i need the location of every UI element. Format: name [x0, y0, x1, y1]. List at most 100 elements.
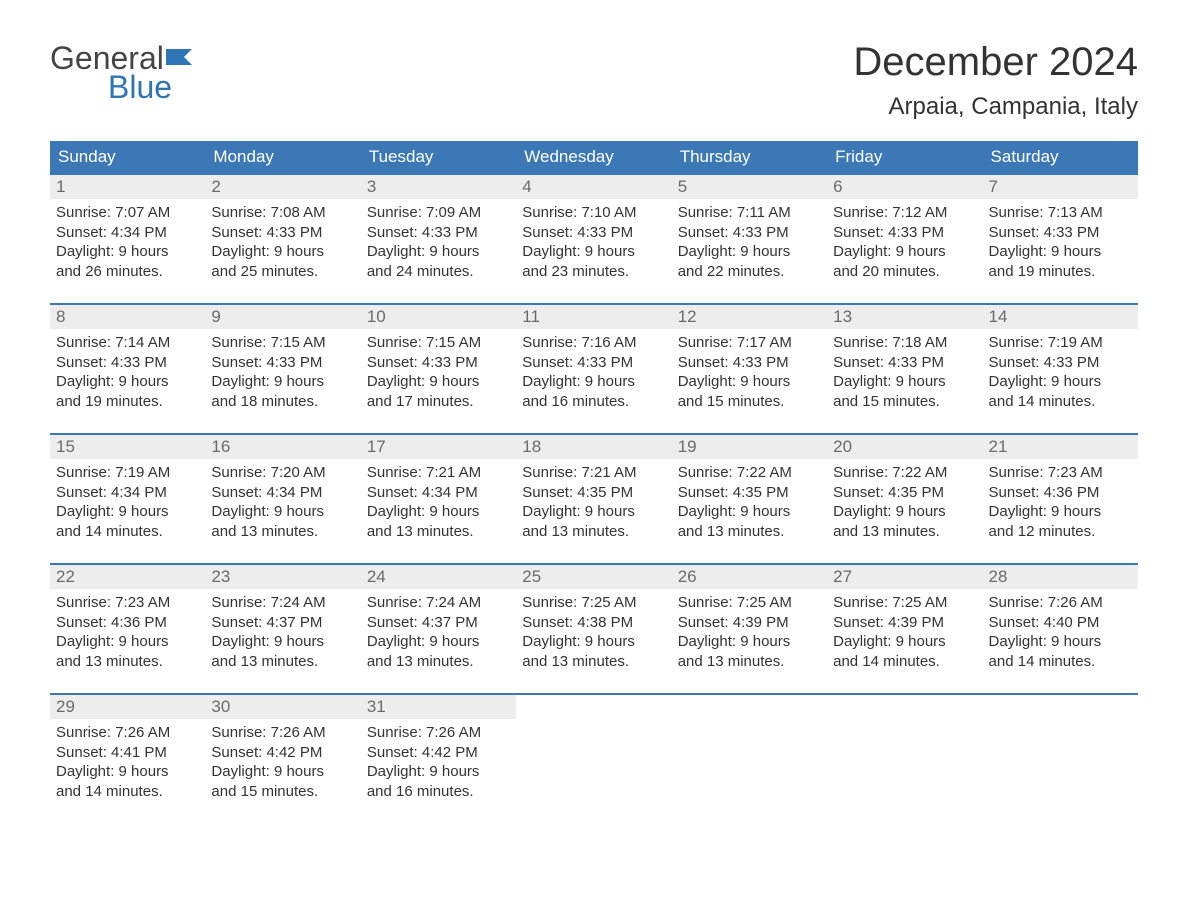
- day-header-tuesday: Tuesday: [361, 141, 516, 173]
- day-day2: and 26 minutes.: [56, 262, 199, 282]
- day-number: 17: [361, 435, 516, 459]
- day-day1: Daylight: 9 hours: [56, 632, 199, 652]
- day-sunset: Sunset: 4:33 PM: [833, 223, 976, 243]
- day-body: Sunrise: 7:21 AMSunset: 4:34 PMDaylight:…: [361, 459, 516, 543]
- day-header-row: Sunday Monday Tuesday Wednesday Thursday…: [50, 141, 1138, 173]
- title-block: December 2024 Arpaia, Campania, Italy: [853, 40, 1138, 121]
- day-sunset: Sunset: 4:33 PM: [367, 223, 510, 243]
- day-day2: and 22 minutes.: [678, 262, 821, 282]
- day-body: Sunrise: 7:09 AMSunset: 4:33 PMDaylight:…: [361, 199, 516, 283]
- day-cell: 24Sunrise: 7:24 AMSunset: 4:37 PMDayligh…: [361, 565, 516, 675]
- day-number: [983, 695, 1138, 699]
- day-day2: and 20 minutes.: [833, 262, 976, 282]
- day-body: Sunrise: 7:19 AMSunset: 4:33 PMDaylight:…: [983, 329, 1138, 413]
- day-body: Sunrise: 7:16 AMSunset: 4:33 PMDaylight:…: [516, 329, 671, 413]
- day-day2: and 13 minutes.: [833, 522, 976, 542]
- day-sunrise: Sunrise: 7:16 AM: [522, 333, 665, 353]
- day-day2: and 15 minutes.: [678, 392, 821, 412]
- day-body: Sunrise: 7:10 AMSunset: 4:33 PMDaylight:…: [516, 199, 671, 283]
- day-body: Sunrise: 7:25 AMSunset: 4:38 PMDaylight:…: [516, 589, 671, 673]
- day-number: 24: [361, 565, 516, 589]
- day-cell: [827, 695, 982, 805]
- day-number: 13: [827, 305, 982, 329]
- day-body: Sunrise: 7:14 AMSunset: 4:33 PMDaylight:…: [50, 329, 205, 413]
- day-sunset: Sunset: 4:42 PM: [211, 743, 354, 763]
- day-sunset: Sunset: 4:39 PM: [678, 613, 821, 633]
- day-day1: Daylight: 9 hours: [56, 502, 199, 522]
- day-day2: and 16 minutes.: [522, 392, 665, 412]
- day-body: Sunrise: 7:19 AMSunset: 4:34 PMDaylight:…: [50, 459, 205, 543]
- day-sunrise: Sunrise: 7:19 AM: [989, 333, 1132, 353]
- location: Arpaia, Campania, Italy: [853, 93, 1138, 121]
- day-number: 1: [50, 175, 205, 199]
- day-body: Sunrise: 7:18 AMSunset: 4:33 PMDaylight:…: [827, 329, 982, 413]
- day-number: 12: [672, 305, 827, 329]
- day-sunrise: Sunrise: 7:08 AM: [211, 203, 354, 223]
- day-day1: Daylight: 9 hours: [522, 632, 665, 652]
- day-number: 11: [516, 305, 671, 329]
- day-sunrise: Sunrise: 7:15 AM: [367, 333, 510, 353]
- day-sunset: Sunset: 4:35 PM: [678, 483, 821, 503]
- day-number: 2: [205, 175, 360, 199]
- day-number: 20: [827, 435, 982, 459]
- day-day2: and 25 minutes.: [211, 262, 354, 282]
- day-sunset: Sunset: 4:33 PM: [678, 223, 821, 243]
- weeks-container: 1Sunrise: 7:07 AMSunset: 4:34 PMDaylight…: [50, 173, 1138, 805]
- day-sunrise: Sunrise: 7:25 AM: [522, 593, 665, 613]
- day-day1: Daylight: 9 hours: [678, 502, 821, 522]
- day-number: 29: [50, 695, 205, 719]
- day-day1: Daylight: 9 hours: [56, 762, 199, 782]
- day-header-saturday: Saturday: [983, 141, 1138, 173]
- day-sunrise: Sunrise: 7:19 AM: [56, 463, 199, 483]
- day-cell: [983, 695, 1138, 805]
- day-body: Sunrise: 7:26 AMSunset: 4:42 PMDaylight:…: [361, 719, 516, 803]
- day-day1: Daylight: 9 hours: [989, 242, 1132, 262]
- day-cell: [516, 695, 671, 805]
- month-title: December 2024: [853, 40, 1138, 85]
- day-day2: and 13 minutes.: [522, 522, 665, 542]
- day-number: 9: [205, 305, 360, 329]
- day-cell: 19Sunrise: 7:22 AMSunset: 4:35 PMDayligh…: [672, 435, 827, 545]
- day-day1: Daylight: 9 hours: [833, 372, 976, 392]
- day-sunset: Sunset: 4:40 PM: [989, 613, 1132, 633]
- day-day2: and 16 minutes.: [367, 782, 510, 802]
- day-day2: and 14 minutes.: [989, 652, 1132, 672]
- day-day2: and 13 minutes.: [678, 522, 821, 542]
- day-header-thursday: Thursday: [672, 141, 827, 173]
- week-row: 29Sunrise: 7:26 AMSunset: 4:41 PMDayligh…: [50, 693, 1138, 805]
- day-body: Sunrise: 7:23 AMSunset: 4:36 PMDaylight:…: [50, 589, 205, 673]
- day-body: Sunrise: 7:26 AMSunset: 4:40 PMDaylight:…: [983, 589, 1138, 673]
- day-sunrise: Sunrise: 7:25 AM: [678, 593, 821, 613]
- day-header-monday: Monday: [205, 141, 360, 173]
- day-body: Sunrise: 7:13 AMSunset: 4:33 PMDaylight:…: [983, 199, 1138, 283]
- day-body: Sunrise: 7:08 AMSunset: 4:33 PMDaylight:…: [205, 199, 360, 283]
- day-day1: Daylight: 9 hours: [989, 502, 1132, 522]
- logo: General Blue: [50, 40, 196, 106]
- day-sunset: Sunset: 4:33 PM: [833, 353, 976, 373]
- day-day1: Daylight: 9 hours: [367, 502, 510, 522]
- day-number: 25: [516, 565, 671, 589]
- header: General Blue December 2024 Arpaia, Campa…: [50, 40, 1138, 121]
- day-sunrise: Sunrise: 7:26 AM: [211, 723, 354, 743]
- day-cell: 2Sunrise: 7:08 AMSunset: 4:33 PMDaylight…: [205, 175, 360, 285]
- day-cell: 20Sunrise: 7:22 AMSunset: 4:35 PMDayligh…: [827, 435, 982, 545]
- day-number: [672, 695, 827, 699]
- day-header-sunday: Sunday: [50, 141, 205, 173]
- day-day1: Daylight: 9 hours: [833, 632, 976, 652]
- day-sunset: Sunset: 4:34 PM: [367, 483, 510, 503]
- day-sunset: Sunset: 4:37 PM: [211, 613, 354, 633]
- day-sunset: Sunset: 4:34 PM: [56, 483, 199, 503]
- day-number: 23: [205, 565, 360, 589]
- day-day2: and 13 minutes.: [367, 522, 510, 542]
- day-day1: Daylight: 9 hours: [211, 242, 354, 262]
- day-day1: Daylight: 9 hours: [367, 372, 510, 392]
- day-sunrise: Sunrise: 7:20 AM: [211, 463, 354, 483]
- day-body: Sunrise: 7:17 AMSunset: 4:33 PMDaylight:…: [672, 329, 827, 413]
- day-day2: and 13 minutes.: [678, 652, 821, 672]
- day-body: Sunrise: 7:21 AMSunset: 4:35 PMDaylight:…: [516, 459, 671, 543]
- logo-word-blue: Blue: [108, 69, 172, 106]
- day-number: 21: [983, 435, 1138, 459]
- day-sunrise: Sunrise: 7:22 AM: [833, 463, 976, 483]
- day-sunset: Sunset: 4:33 PM: [522, 223, 665, 243]
- day-number: 19: [672, 435, 827, 459]
